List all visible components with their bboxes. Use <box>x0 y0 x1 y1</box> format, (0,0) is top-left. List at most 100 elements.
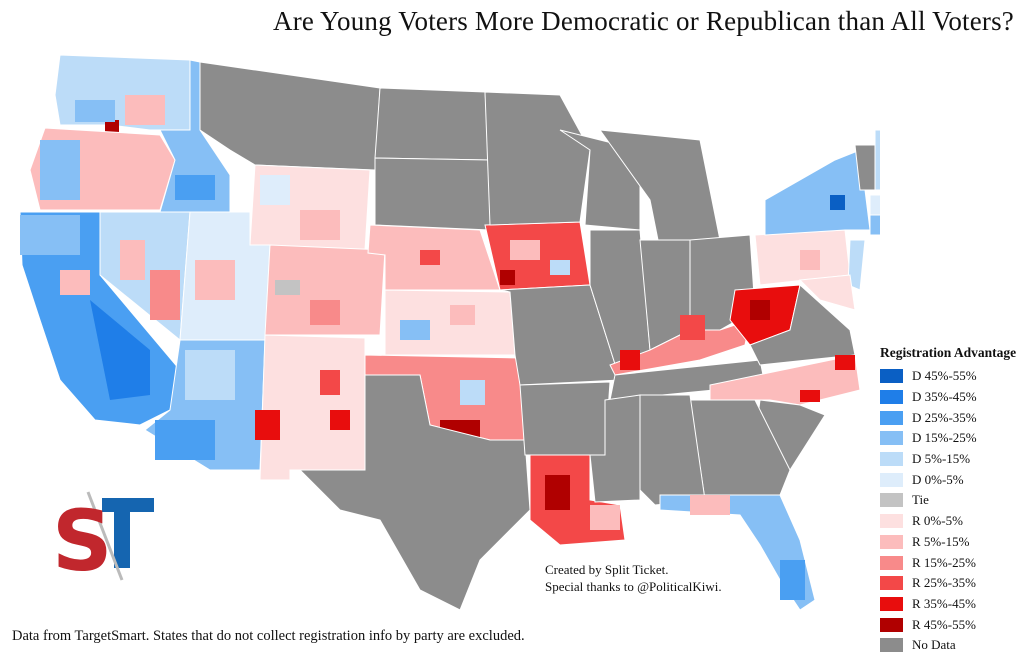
county-pa-pink <box>800 250 820 270</box>
legend-swatch <box>880 576 903 591</box>
legend-swatch <box>880 369 903 384</box>
state-new-mexico <box>259 334 366 481</box>
county-ca-deep <box>90 300 150 400</box>
county-ia-pink <box>510 240 540 260</box>
legend: Registration Advantage D 45%-55% D 35%-45… <box>880 345 1020 656</box>
legend-items: D 45%-55% D 35%-45% D 25%-35% D 15%-25% D 5%… <box>880 366 1020 656</box>
county-ca-north <box>20 215 80 255</box>
state-minnesota <box>484 91 591 226</box>
county-fl-pink <box>690 495 730 515</box>
legend-item: R 45%-55% <box>880 614 1020 635</box>
legend-label: No Data <box>912 637 956 653</box>
legend-swatch <box>880 596 903 611</box>
county-ky-red <box>620 350 640 370</box>
legend-label: D 45%-55% <box>912 368 977 384</box>
state-new-hampshire <box>874 129 880 191</box>
state-massachusetts <box>869 194 880 216</box>
county-wy-pink <box>300 210 340 240</box>
logo-slash <box>86 491 124 581</box>
county-az-blue <box>155 420 215 460</box>
split-ticket-logo: S T <box>52 491 154 583</box>
county-ks-blue <box>400 320 430 340</box>
county-la-pink <box>590 505 620 530</box>
county-nm-red3 <box>330 410 350 430</box>
legend-swatch <box>880 638 903 653</box>
county-ks-pink <box>450 305 475 325</box>
legend-swatch <box>880 514 903 529</box>
county-co-red <box>310 300 340 325</box>
legend-item: Tie <box>880 490 1020 511</box>
legend-item: R 35%-45% <box>880 594 1020 615</box>
legend-label: D 15%-25% <box>912 430 977 446</box>
legend-swatch <box>880 617 903 632</box>
county-az-light <box>185 350 235 400</box>
legend-swatch <box>880 431 903 446</box>
county-ca-pink <box>60 270 90 295</box>
state-virginia <box>749 284 856 366</box>
legend-label: R 15%-25% <box>912 554 976 570</box>
legend-label: D 35%-45% <box>912 389 977 405</box>
county-ia-blue <box>550 260 570 275</box>
legend-item: No Data <box>880 635 1020 656</box>
county-ut-pink <box>195 260 235 300</box>
legend-label: R 35%-45% <box>912 595 976 611</box>
county-nc-red <box>835 355 855 370</box>
legend-label: R 0%-5% <box>912 513 963 529</box>
county-fl-blue <box>780 560 805 600</box>
county-ny-deep <box>830 195 845 210</box>
legend-label: D 5%-15% <box>912 451 971 467</box>
legend-swatch <box>880 390 903 405</box>
logo-t-stem <box>114 498 130 568</box>
logo-s-letter: S <box>52 492 113 583</box>
legend-swatch <box>880 472 903 487</box>
county-ky-red2 <box>680 315 705 340</box>
credits-line-2: Special thanks to @PoliticalKiwi. <box>545 579 722 594</box>
county-nm-red2 <box>320 370 340 395</box>
legend-item: D 15%-25% <box>880 428 1020 449</box>
state-connecticut <box>869 214 880 236</box>
county-nv-pink <box>120 240 145 280</box>
county-wa-pink <box>125 95 165 125</box>
county-ok-blue <box>460 380 485 405</box>
legend-swatch <box>880 493 903 508</box>
legend-item: D 45%-55% <box>880 366 1020 387</box>
county-wa-blue <box>75 100 115 122</box>
county-or-blue <box>40 140 80 200</box>
legend-swatch <box>880 452 903 467</box>
county-nm-red <box>255 410 280 440</box>
legend-item: R 25%-35% <box>880 573 1020 594</box>
source-note: Data from TargetSmart. States that do no… <box>12 628 525 644</box>
legend-item: R 5%-15% <box>880 532 1020 553</box>
county-id-blue <box>175 175 215 200</box>
county-nc-red2 <box>800 390 820 402</box>
legend-item: D 25%-35% <box>880 407 1020 428</box>
county-co-tie <box>275 280 300 295</box>
county-la-deep <box>545 475 570 510</box>
county-wy-lightblue <box>260 175 290 205</box>
credits: Created by Split Ticket. Special thanks … <box>545 561 722 595</box>
state-new-york <box>764 149 871 236</box>
county-ia-deep <box>500 270 515 285</box>
legend-swatch <box>880 555 903 570</box>
state-texas <box>298 374 531 611</box>
legend-item: D 35%-45% <box>880 387 1020 408</box>
legend-title: Registration Advantage <box>880 345 1017 360</box>
state-maryland <box>798 274 856 311</box>
legend-item: R 15%-25% <box>880 552 1020 573</box>
map-title: Are Young Voters More Democratic or Repu… <box>273 6 1014 36</box>
legend-label: R 45%-55% <box>912 616 976 632</box>
state-arkansas <box>519 381 611 456</box>
state-montana <box>199 61 381 171</box>
legend-label: D 25%-35% <box>912 409 977 425</box>
state-colorado <box>264 244 386 336</box>
state-north-dakota <box>374 87 491 161</box>
legend-label: Tie <box>912 492 929 508</box>
state-mississippi <box>589 394 641 503</box>
legend-swatch <box>880 534 903 549</box>
legend-label: D 0%-5% <box>912 471 964 487</box>
state-south-dakota <box>374 157 491 231</box>
legend-label: R 25%-35% <box>912 575 976 591</box>
legend-item: D 5%-15% <box>880 449 1020 470</box>
legend-swatch <box>880 410 903 425</box>
state-new-jersey <box>847 239 866 291</box>
